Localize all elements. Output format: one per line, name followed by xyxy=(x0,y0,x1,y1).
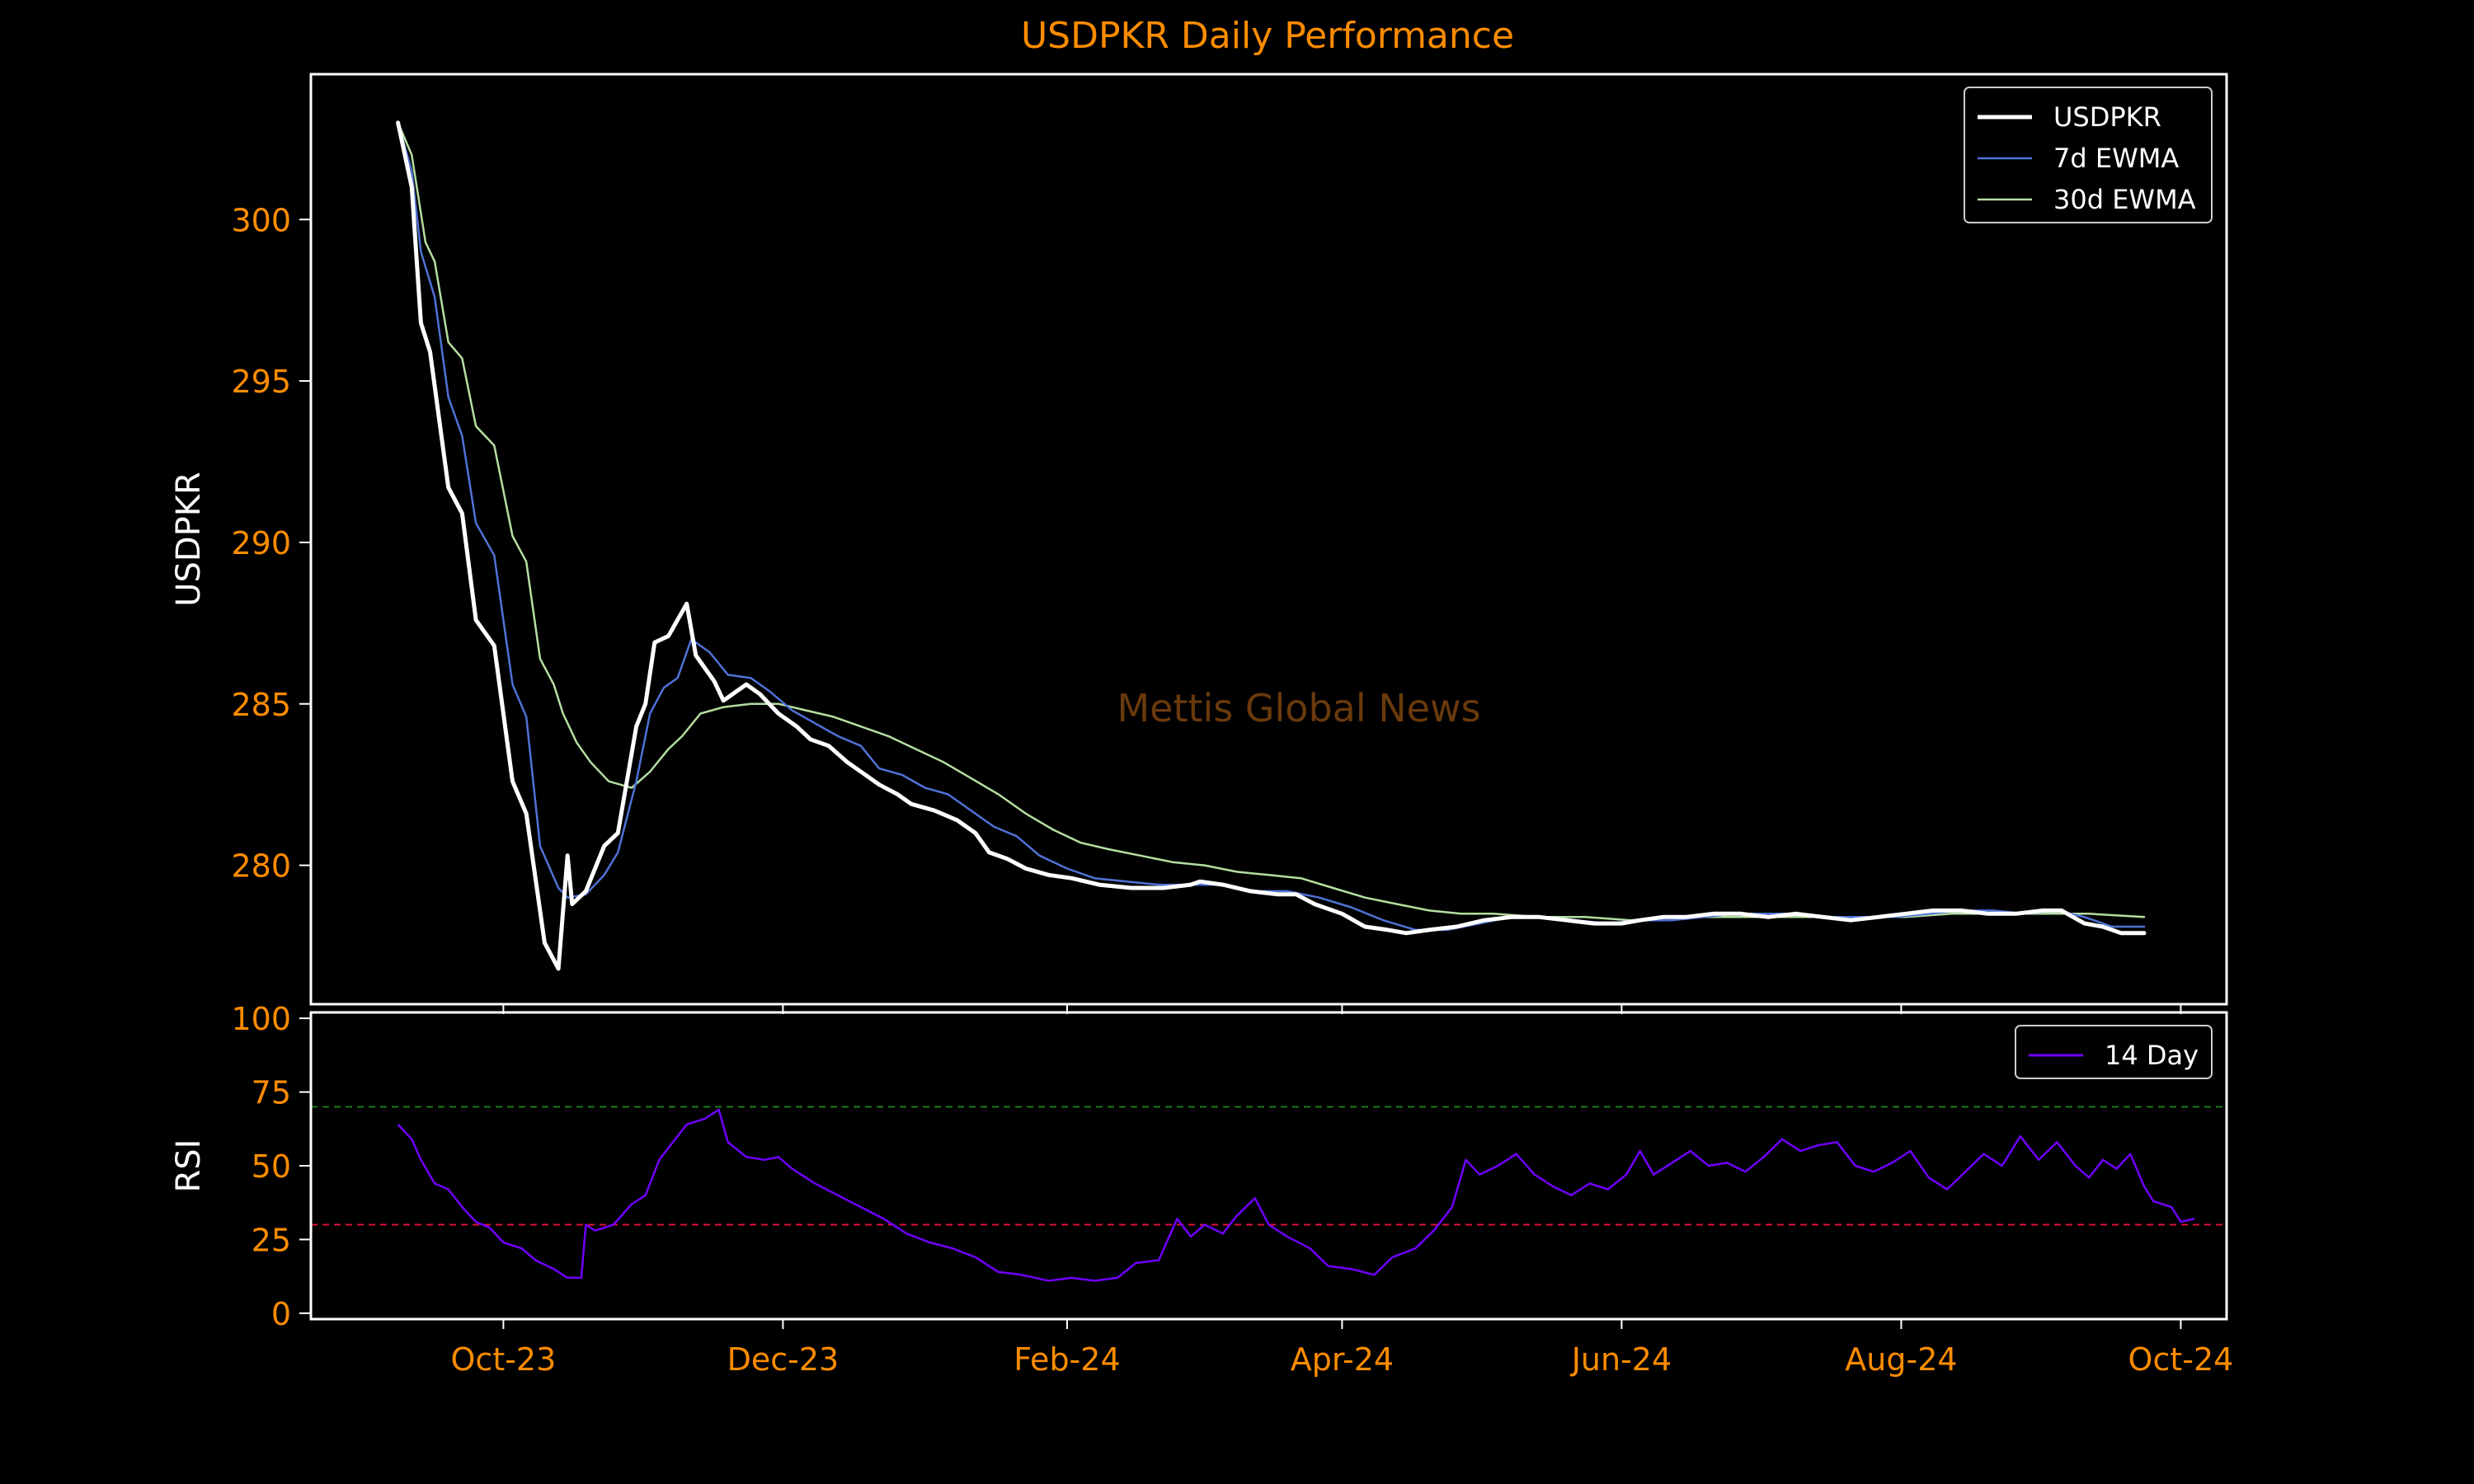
legend-label-usdpkr: USDPKR xyxy=(2053,101,2161,133)
rsi-y-tick-label-0: 0 xyxy=(271,1296,291,1332)
legend-label-14-day: 14 Day xyxy=(2105,1040,2199,1071)
series-line-usdpkr xyxy=(396,120,2147,971)
legend-box xyxy=(2015,1025,2213,1079)
x-tick-label-dec-23: Dec-23 xyxy=(727,1341,840,1378)
price-series-lines xyxy=(396,120,2147,971)
price-y-tick-label-290: 290 xyxy=(231,525,291,561)
rsi-series-lines xyxy=(397,1108,2195,1282)
rsi-y-tick-label-50: 50 xyxy=(252,1148,291,1185)
rsi-series-line-14-day xyxy=(397,1108,2195,1282)
chart-title: USDPKR Daily Performance xyxy=(1021,15,1514,57)
legend-box xyxy=(1964,87,2213,223)
price-y-tick-label-285: 285 xyxy=(231,687,291,723)
rsi-reference-lines xyxy=(311,1106,2227,1226)
price-panel: Mettis Global News 280 285 290 295 300 USDPK… xyxy=(170,73,2228,1014)
price-y-axis-ticks: 280 285 290 295 300 xyxy=(231,202,311,885)
rsi-y-axis-label: RSI xyxy=(170,1139,208,1193)
rsi-y-tick-label-25: 25 xyxy=(252,1222,291,1258)
rsi-y-axis-ticks: 0 25 50 75 100 xyxy=(231,1001,311,1332)
x-tick-label-jun-24: Jun-24 xyxy=(1570,1341,1672,1378)
legend-label-30d-ewma: 30d EWMA xyxy=(2053,184,2196,215)
price-y-axis-label: USDPKR xyxy=(170,472,208,607)
rsi-y-tick-label-100: 100 xyxy=(231,1001,291,1037)
rsi-panel-frame xyxy=(309,1011,2228,1321)
rsi-y-tick-label-75: 75 xyxy=(252,1075,291,1111)
rsi-x-axis-ticks: Oct-23 Dec-23 Feb-24 Apr-24 Jun-24 Aug-24 Oct-… xyxy=(451,1319,2234,1378)
price-panel-frame xyxy=(309,73,2228,1006)
rsi-panel: 0 25 50 75 100 Oct-23 Dec-23 Feb-24 Apr-24 Jun-2… xyxy=(170,1001,2233,1378)
price-y-tick-label-280: 280 xyxy=(231,848,291,885)
price-y-tick-label-295: 295 xyxy=(231,364,291,400)
legend-label-7d-ewma: 7d EWMA xyxy=(2053,143,2179,174)
x-tick-label-aug-24: Aug-24 xyxy=(1845,1341,1957,1378)
watermark-text: Mettis Global News xyxy=(1117,686,1480,730)
price-legend: USDPKR 7d EWMA 30d EWMA xyxy=(1964,87,2213,223)
x-tick-label-oct-24: Oct-24 xyxy=(2128,1341,2234,1378)
price-y-tick-label-300: 300 xyxy=(231,202,291,238)
rsi-legend: 14 Day xyxy=(2015,1025,2213,1079)
x-tick-label-oct-23: Oct-23 xyxy=(451,1341,557,1378)
x-tick-label-feb-24: Feb-24 xyxy=(1014,1341,1120,1378)
x-tick-label-apr-24: Apr-24 xyxy=(1291,1341,1394,1378)
